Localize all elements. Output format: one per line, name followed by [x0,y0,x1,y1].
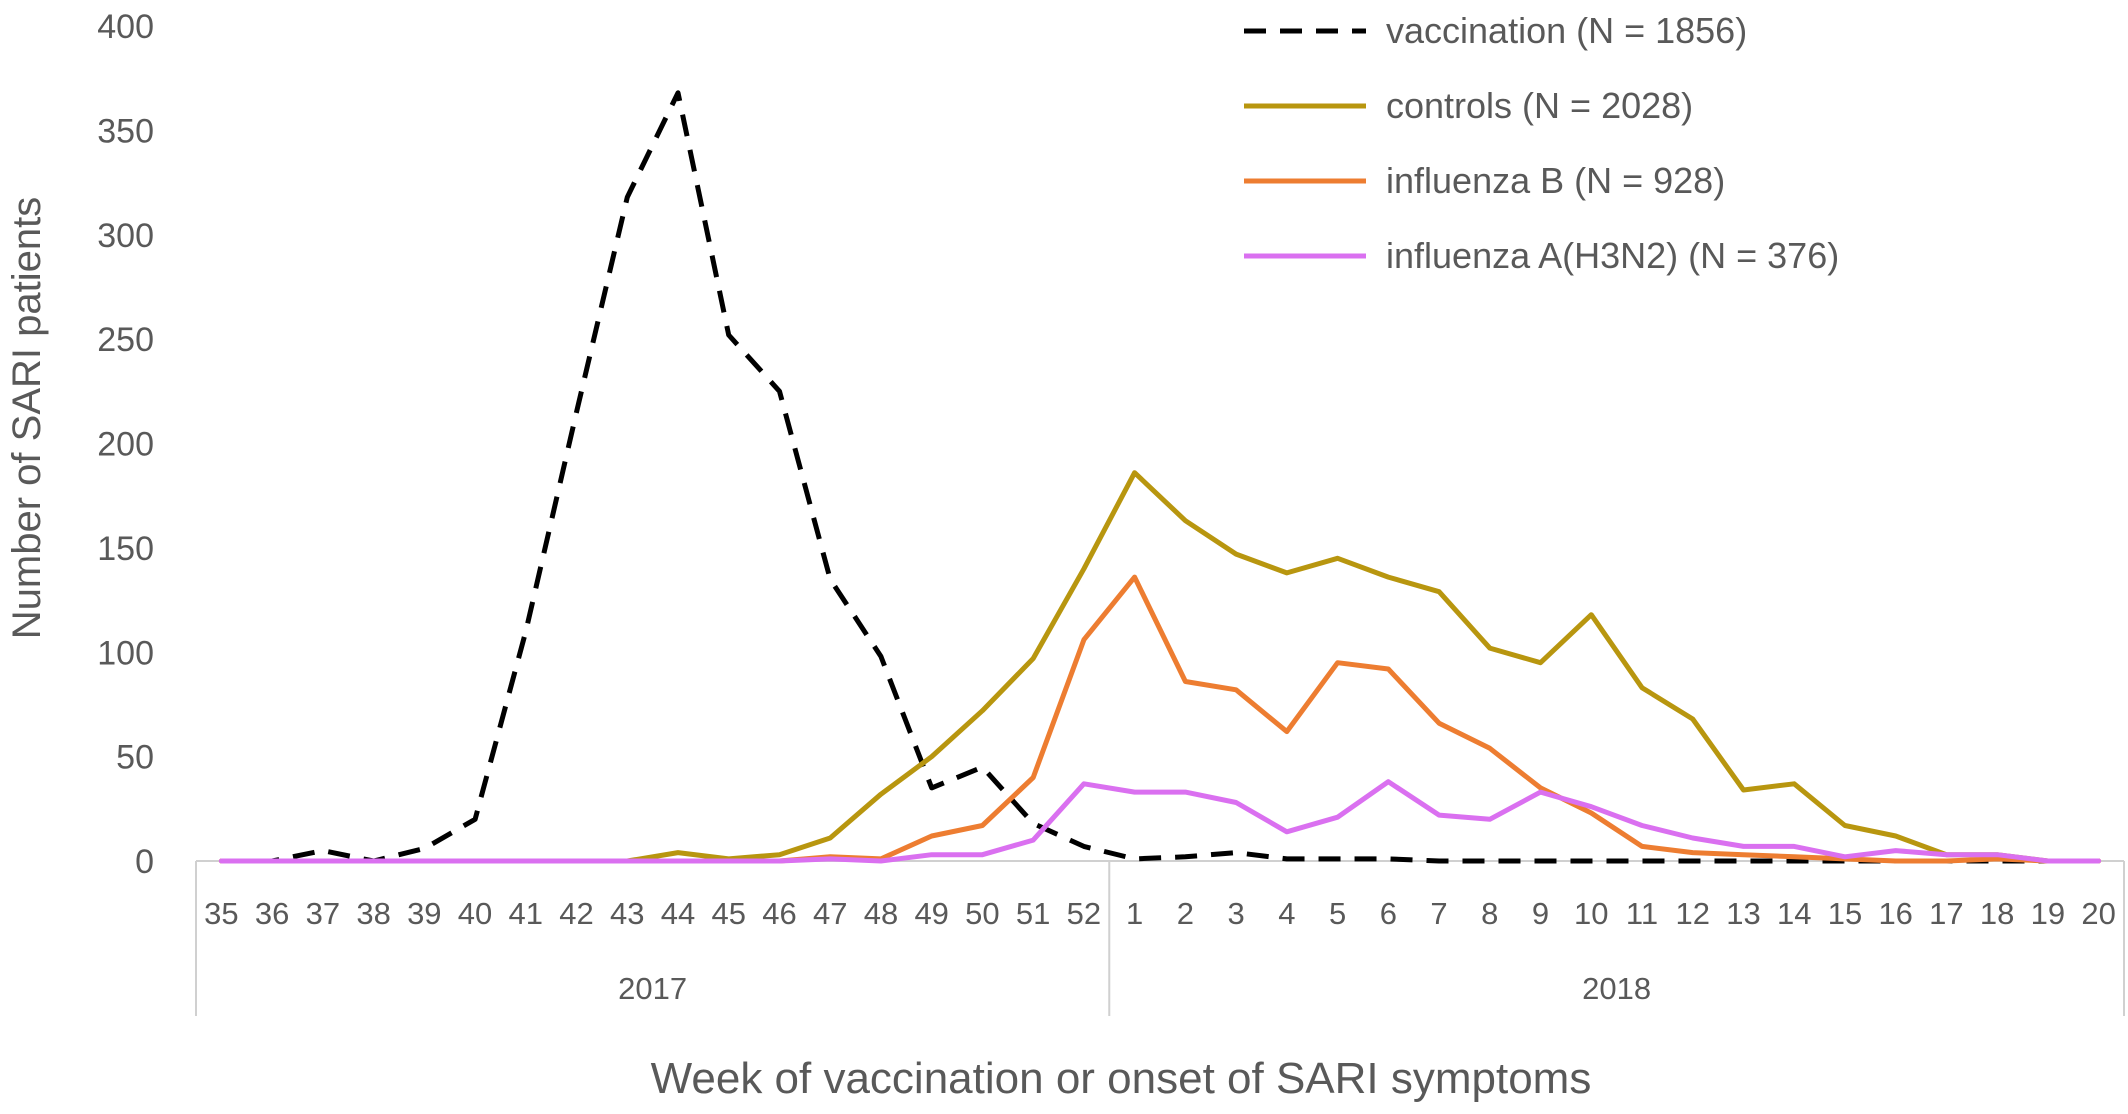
x-tick-label: 39 [407,896,441,931]
x-tick-label: 9 [1532,896,1549,931]
x-tick-label: 37 [306,896,340,931]
x-tick-label: 50 [965,896,999,931]
y-tick-label: 100 [97,634,154,672]
x-tick-label: 6 [1380,896,1397,931]
x-tick-label: 45 [711,896,745,931]
y-tick-label: 150 [97,530,154,568]
x-tick-label: 10 [1574,896,1608,931]
x-tick-label: 40 [458,896,492,931]
x-tick-label: 46 [762,896,796,931]
x-tick-label: 2 [1177,896,1194,931]
x-tick-label: 51 [1016,896,1050,931]
legend-label: controls (N = 2028) [1386,85,1693,126]
x-tick-label: 49 [914,896,948,931]
y-tick-label: 350 [97,112,154,150]
legend: vaccination (N = 1856) controls (N = 2028… [1244,10,1839,276]
x-tick-label: 8 [1481,896,1498,931]
x-tick-label: 7 [1430,896,1447,931]
x-tick-label: 19 [2031,896,2065,931]
series-line-influenza [218,779,2102,864]
x-tick-label: 1 [1126,896,1143,931]
x-axis-label: Week of vaccination or onset of SARI sym… [651,1054,1592,1103]
x-tick-label: 36 [255,896,289,931]
x-tick-label: 3 [1227,896,1244,931]
x-tick-label: 52 [1067,896,1101,931]
series-line-controls [218,470,2102,864]
x-tick-label: 4 [1278,896,1295,931]
x-tick-label: 11 [1626,896,1658,931]
legend-label: influenza A(H3N2) (N = 376) [1386,235,1839,276]
x-tick-label: 44 [661,896,695,931]
x-tick-label: 48 [864,896,898,931]
x-tick-label: 5 [1329,896,1346,931]
y-axis-label: Number of SARI patients [5,197,49,639]
y-tick-label: 250 [97,321,154,359]
year-label: 2018 [1582,971,1651,1006]
y-tick-label: 50 [116,739,154,777]
year-label: 2017 [618,971,687,1006]
x-tick-label: 12 [1675,896,1709,931]
x-tick-label: 20 [2081,896,2115,931]
x-tick-label: 18 [1980,896,2014,931]
y-tick-label: 300 [97,217,154,255]
x-tick-label: 14 [1777,896,1811,931]
x-tick-label: 42 [559,896,593,931]
x-tick-label: 43 [610,896,644,931]
x-tick-label: 41 [509,896,543,931]
x-tick-label: 35 [204,896,238,931]
y-tick-label: 400 [97,8,154,46]
x-tick-label: 47 [813,896,847,931]
y-tick-label: 200 [97,426,154,464]
x-tick-label: 38 [356,896,390,931]
legend-label: vaccination (N = 1856) [1386,10,1747,51]
legend-label: influenza B (N = 928) [1386,160,1725,201]
y-tick-label: 0 [135,843,154,881]
x-tick-label: 16 [1878,896,1912,931]
series-lines [218,90,2102,864]
x-tick-label: 13 [1726,896,1760,931]
x-tick-label: 15 [1828,896,1862,931]
series-line-vaccination [221,90,2099,864]
x-tick-label: 17 [1929,896,1963,931]
